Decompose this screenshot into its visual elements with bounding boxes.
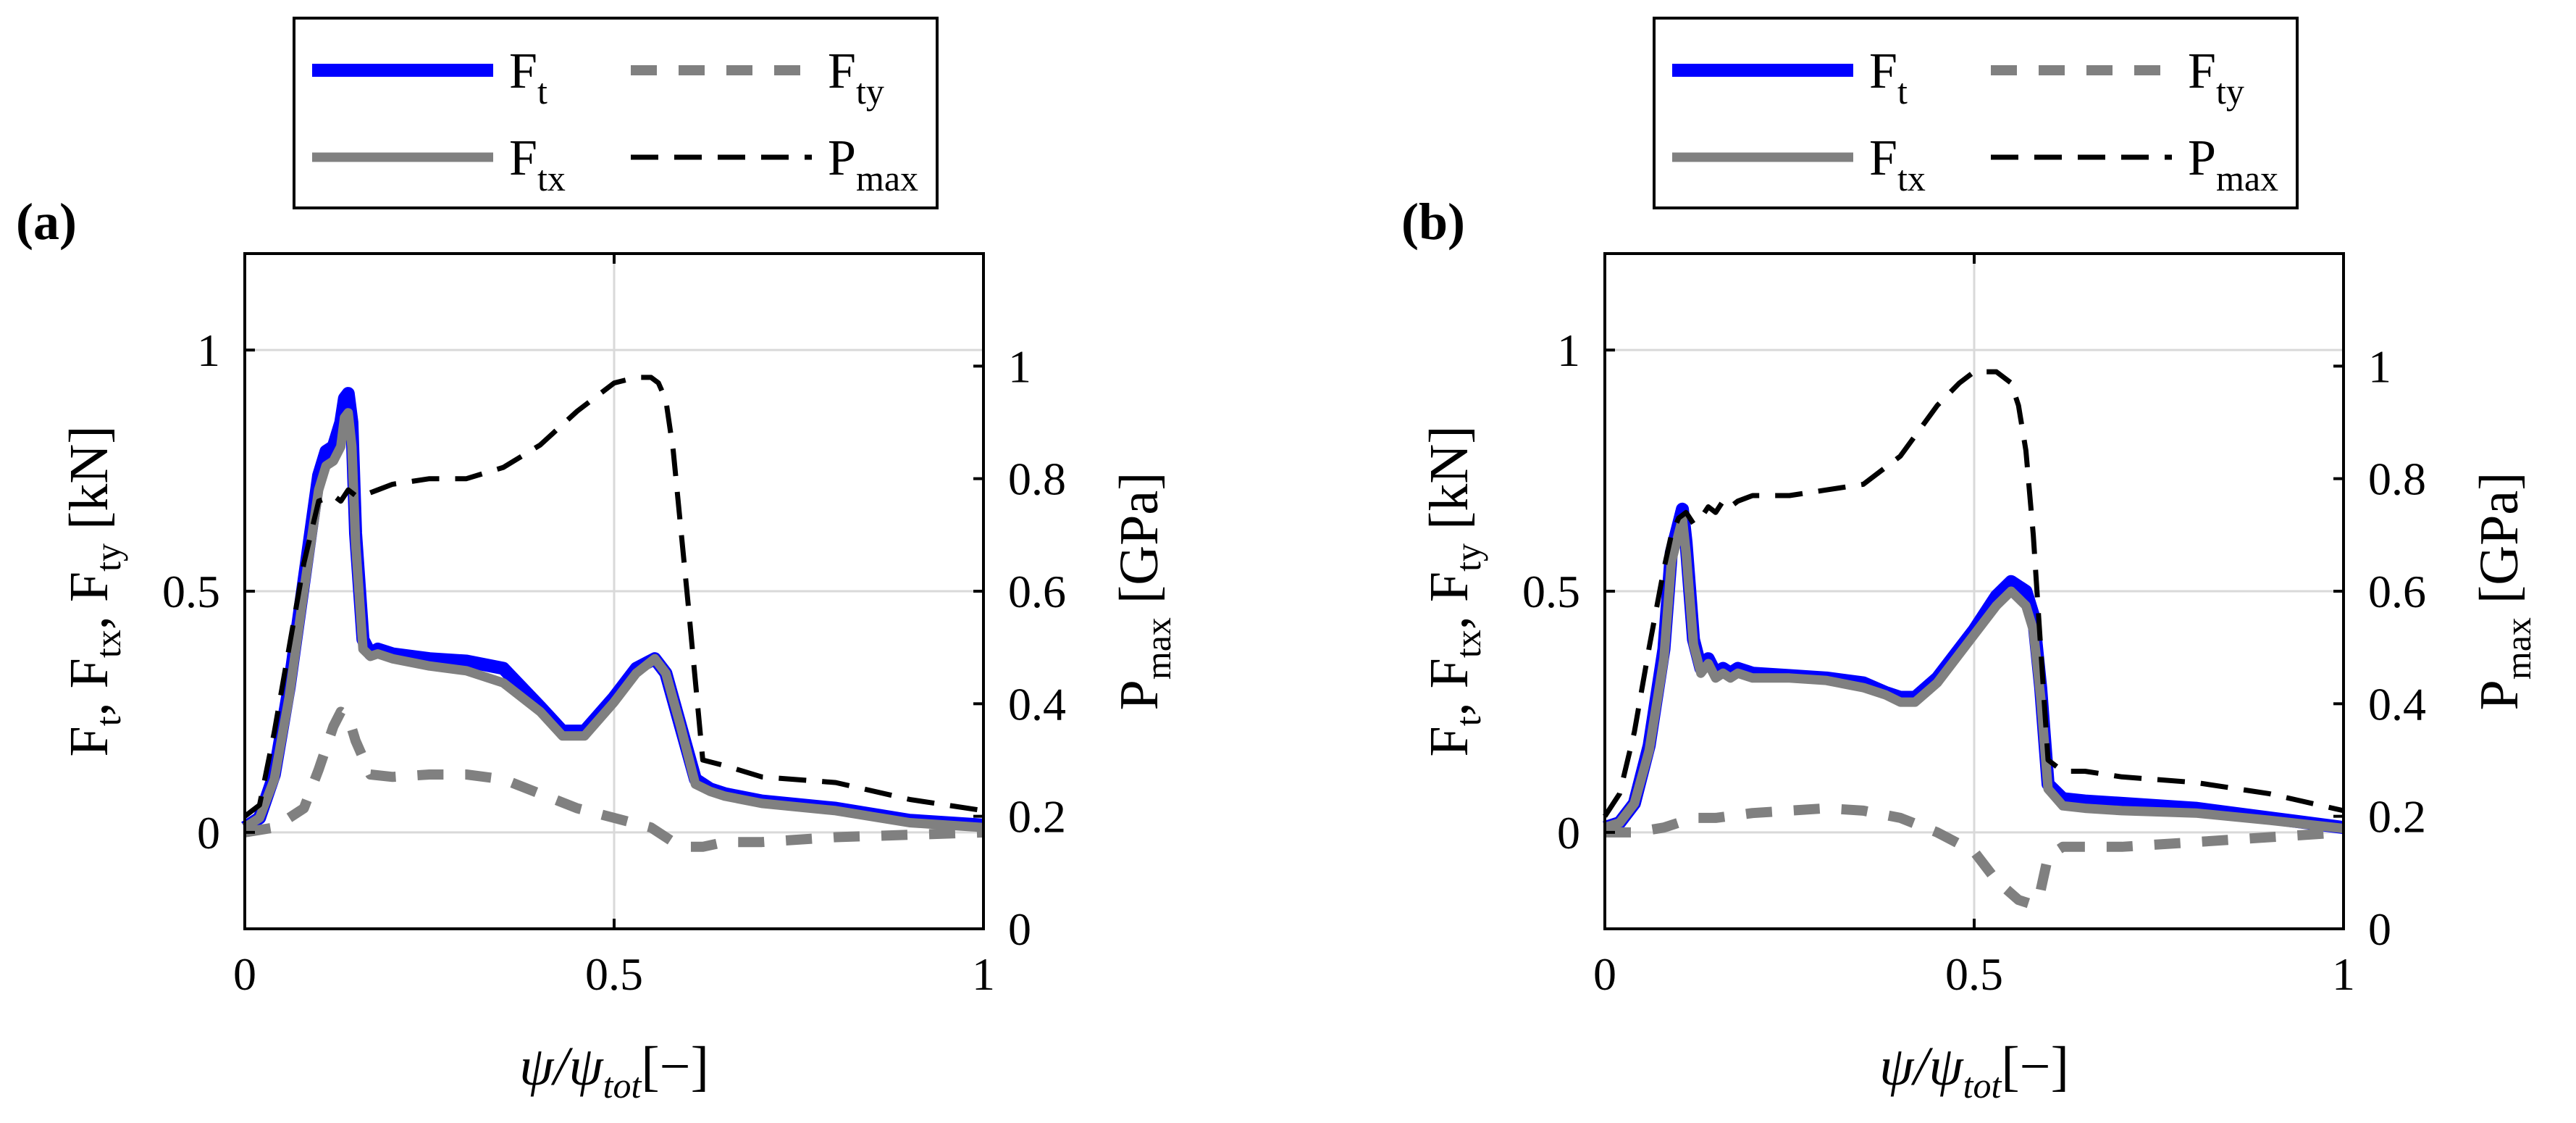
y-tick-label: 0	[1557, 807, 1580, 859]
y-tick-label: 0.5	[162, 566, 220, 617]
legend-label-main: F	[828, 43, 856, 99]
y-axis-label-sub: t	[1448, 716, 1488, 726]
y-axis-label-part: F	[59, 726, 119, 756]
y2-tick-label: 0.8	[1008, 454, 1066, 505]
y2-tick-label: 0.2	[1008, 791, 1066, 843]
x-tick-label: 0	[233, 948, 256, 1000]
legend-label: Fty	[2188, 43, 2244, 112]
series-line-ftx	[1603, 514, 2344, 833]
x-axis-label-main: ψ/ψ	[519, 1036, 604, 1097]
legend-label: Ftx	[1869, 130, 1926, 199]
x-axis-label-sub: tot	[603, 1065, 642, 1106]
legend-label: Pmax	[828, 130, 918, 199]
x-axis-label: ψ/ψtot[−]	[1879, 1036, 2069, 1106]
legend-frame	[293, 17, 939, 209]
legend-label-main: F	[1869, 130, 1897, 186]
x-tick-label: 0	[1593, 948, 1616, 1000]
y2-tick-label: 0	[2368, 903, 2391, 955]
x-axis-label-tail: [−]	[641, 1036, 708, 1097]
x-axis-label: ψ/ψtot[−]	[519, 1036, 709, 1106]
y2-axis-label-sub: max	[1138, 617, 1178, 680]
y-axis-label-part: , F	[59, 658, 119, 716]
y2-tick-label: 0.4	[2368, 678, 2426, 730]
y-tick-label: 0	[197, 807, 220, 859]
y-axis-label-unit: [kN]	[1419, 425, 1480, 543]
legend-label: Ftx	[509, 130, 566, 199]
legend-label: Pmax	[2188, 130, 2278, 199]
y2-tick-label: 0.4	[1008, 678, 1066, 730]
panel-label: (b)	[1401, 193, 1465, 251]
y-tick-label: 1	[1557, 325, 1580, 376]
x-tick-label: 0.5	[585, 948, 643, 1000]
y-axis-label-part: , F	[59, 572, 119, 630]
y-axis-label: Ft, Ftx, Fty [kN]	[1419, 425, 1488, 756]
y2-tick-label: 0.8	[2368, 454, 2426, 505]
legend-label-main: P	[2188, 130, 2216, 186]
x-axis-label-sub: tot	[1963, 1065, 2002, 1106]
series-line-fty	[243, 706, 984, 852]
legend-label-sub: max	[856, 158, 918, 199]
legend-label-sub: ty	[856, 71, 884, 112]
legend-label: Ft	[509, 43, 547, 112]
y2-axis-label-unit: [GPa]	[2469, 472, 2530, 618]
panel-label: (a)	[16, 193, 77, 251]
y2-axis-label-part: P	[1109, 680, 1170, 710]
legend-label-main: F	[1869, 43, 1897, 99]
y2-axis-label-part: P	[2469, 680, 2530, 710]
x-tick-label: 1	[2332, 948, 2355, 1000]
y2-tick-label: 0.6	[2368, 566, 2426, 617]
y2-tick-label: 0.2	[2368, 791, 2426, 843]
series-line-pmax	[243, 375, 984, 819]
y2-axis-label-unit: [GPa]	[1109, 472, 1170, 618]
y-axis-label: Ft, Ftx, Fty [kN]	[59, 425, 128, 756]
y-tick-label: 0.5	[1522, 566, 1580, 617]
legend-label-sub: ty	[2216, 71, 2244, 112]
legend-label-sub: t	[537, 71, 547, 112]
y-axis-label-sub: tx	[88, 630, 128, 658]
y2-axis-label-sub: max	[2498, 617, 2538, 680]
y2-axis-label: Pmax [GPa]	[1109, 472, 1178, 711]
legend-label: Fty	[828, 43, 884, 112]
y-tick-label: 1	[197, 325, 220, 376]
legend-frame	[1653, 17, 2299, 209]
legend-label-main: F	[2188, 43, 2216, 99]
x-axis-label-main: ψ/ψ	[1879, 1036, 1964, 1097]
legend-label-main: F	[509, 43, 537, 99]
x-tick-label: 0.5	[1945, 948, 2003, 1000]
y-axis-label-unit: [kN]	[59, 425, 119, 543]
legend-label-sub: tx	[537, 158, 566, 199]
y-axis-label-sub: tx	[1448, 630, 1488, 658]
series-line-pmax	[1603, 369, 2344, 818]
y-axis-label-sub: t	[88, 716, 128, 726]
x-tick-label: 1	[972, 948, 995, 1000]
legend-label-sub: t	[1897, 71, 1908, 112]
y2-tick-label: 0	[1008, 903, 1031, 955]
legend-label: Ft	[1869, 43, 1908, 112]
y-axis-label-part: , F	[1419, 572, 1480, 630]
y-axis-label-sub: ty	[88, 543, 128, 572]
y2-tick-label: 1	[2368, 341, 2391, 392]
legend-label-main: P	[828, 130, 856, 186]
legend-label-main: F	[509, 130, 537, 186]
x-axis-label-tail: [−]	[2001, 1036, 2068, 1097]
y2-tick-label: 1	[1008, 341, 1031, 392]
y-axis-label-part: F	[1419, 726, 1480, 756]
y-axis-label-part: , F	[1419, 658, 1480, 716]
y-axis-label-sub: ty	[1448, 543, 1488, 572]
series-line-ftx	[242, 408, 984, 832]
legend-label-sub: max	[2216, 158, 2278, 199]
y2-axis-label: Pmax [GPa]	[2469, 472, 2538, 711]
series-line-fty	[1605, 803, 2344, 910]
y2-tick-label: 0.6	[1008, 566, 1066, 617]
legend-label-sub: tx	[1897, 158, 1926, 199]
